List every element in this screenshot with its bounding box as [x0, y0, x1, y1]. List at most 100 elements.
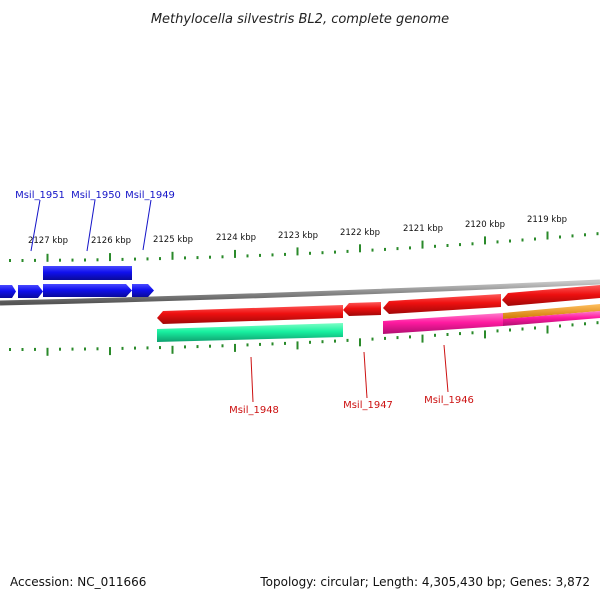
upper-minor-tick [221, 255, 224, 259]
forward-strand-genes [0, 266, 154, 298]
lower-minor-tick [409, 335, 411, 339]
upper-minor-tick [9, 259, 11, 262]
gene-label-msil-1946[interactable]: Msil_1946 [424, 395, 474, 406]
gene-arrow-msil-1951[interactable] [0, 285, 16, 298]
tick-label-2121: 2121 kbp [403, 224, 443, 234]
lower-minor-tick [184, 345, 186, 349]
tick-label-2119: 2119 kbp [527, 215, 567, 225]
upper-minor-tick [84, 258, 86, 262]
gene-arrow-msil-1949[interactable] [132, 284, 154, 297]
lower-minor-tick [71, 347, 74, 351]
upper-minor-tick [459, 243, 461, 247]
upper-minor-tick [34, 258, 36, 262]
leader-msil-1946 [443, 344, 449, 393]
upper-minor-tick [146, 257, 149, 261]
gene-arrow-msil-1947[interactable] [343, 302, 381, 316]
upper-minor-tick [284, 252, 286, 256]
upper-minor-tick [159, 257, 161, 261]
gene-box-orange[interactable] [503, 304, 600, 319]
gene-label-msil-1950[interactable]: Msil_1950 [71, 190, 121, 201]
upper-minor-tick [434, 244, 436, 248]
tick-label-2124: 2124 kbp [216, 233, 256, 243]
upper-major-tick [109, 253, 111, 262]
lower-major-tick [109, 347, 111, 356]
gene-box-forward-outer[interactable] [43, 266, 132, 280]
upper-minor-tick [534, 237, 536, 241]
lower-minor-tick [371, 337, 374, 341]
upper-minor-tick [21, 259, 24, 262]
tick-label-2123: 2123 kbp [278, 231, 318, 241]
upper-minor-tick [446, 244, 449, 247]
lower-minor-tick [209, 344, 211, 348]
lower-major-tick [296, 341, 299, 350]
tick-label-2122: 2122 kbp [340, 228, 380, 238]
gene-label-msil-1951[interactable]: Msil_1951 [15, 190, 65, 201]
upper-minor-tick [471, 242, 474, 246]
upper-minor-tick [71, 258, 74, 262]
lower-minor-tick [321, 340, 324, 344]
lower-major-tick [484, 330, 486, 339]
leader-msil-1950 [86, 199, 96, 252]
accession-text: Accession: NC_011666 [10, 575, 146, 589]
lower-minor-tick [196, 345, 199, 349]
lower-minor-tick [571, 323, 574, 327]
lower-minor-tick [9, 348, 11, 351]
lower-minor-tick [121, 346, 124, 350]
gene-label-msil-1948[interactable]: Msil_1948 [229, 405, 279, 416]
lower-minor-tick [284, 341, 286, 345]
upper-minor-tick [334, 250, 336, 254]
upper-minor-tick [509, 239, 511, 243]
upper-minor-tick [384, 247, 386, 251]
lower-major-tick [46, 347, 49, 356]
upper-minor-tick [596, 232, 599, 236]
lower-minor-tick [221, 344, 224, 348]
upper-scale-ticks [9, 231, 599, 262]
lower-minor-tick [96, 347, 99, 351]
upper-minor-tick [521, 238, 524, 242]
lower-minor-tick [334, 339, 336, 343]
upper-major-tick [234, 249, 236, 258]
lower-minor-tick [259, 342, 261, 346]
upper-minor-tick [134, 257, 136, 261]
gene-arrow-msil-1950-b[interactable] [43, 284, 132, 297]
lower-major-tick [234, 343, 236, 352]
upper-minor-tick [496, 240, 499, 244]
gene-labels: Msil_1951 Msil_1950 Msil_1949 Msil_1948 … [15, 190, 474, 416]
lower-minor-tick [246, 343, 249, 347]
gene-arrow-msil-1948[interactable] [157, 305, 343, 324]
gene-box-msil-1946-outer[interactable] [383, 313, 503, 334]
leader-msil-1948 [250, 356, 254, 403]
gene-label-msil-1947[interactable]: Msil_1947 [343, 400, 393, 411]
lower-major-tick [546, 325, 549, 334]
upper-minor-tick [571, 234, 574, 238]
lower-minor-tick [271, 342, 274, 346]
upper-minor-tick [209, 255, 211, 259]
gene-arrow-next-reverse[interactable] [502, 285, 600, 306]
lower-minor-tick [159, 346, 161, 350]
gene-label-msil-1949[interactable]: Msil_1949 [125, 190, 175, 201]
upper-minor-tick [271, 253, 274, 257]
upper-minor-tick [184, 256, 186, 260]
lower-minor-tick [509, 328, 511, 332]
upper-major-tick [359, 244, 361, 253]
upper-minor-tick [59, 258, 61, 262]
lower-minor-tick [496, 329, 499, 333]
upper-minor-tick [346, 249, 349, 253]
lower-minor-tick [346, 338, 349, 342]
gene-arrow-msil-1950[interactable] [18, 285, 43, 298]
upper-minor-tick [584, 233, 586, 237]
lower-minor-tick [521, 327, 524, 331]
lower-minor-tick [396, 336, 399, 340]
upper-minor-tick [121, 257, 124, 261]
lower-minor-tick [459, 332, 461, 336]
gene-arrow-msil-1946[interactable] [383, 294, 501, 314]
gene-box-pink-right[interactable] [503, 311, 600, 326]
reverse-strand-genes [157, 285, 600, 342]
gene-box-msil-1948-outer[interactable] [157, 323, 343, 342]
upper-minor-tick [371, 248, 374, 252]
lower-minor-tick [559, 324, 561, 328]
lower-major-tick [171, 345, 174, 354]
tick-label-2127: 2127 kbp [28, 236, 68, 246]
upper-scale-labels: 2127 kbp 2126 kbp 2125 kbp 2124 kbp 2123… [28, 215, 567, 246]
upper-minor-tick [321, 251, 324, 255]
